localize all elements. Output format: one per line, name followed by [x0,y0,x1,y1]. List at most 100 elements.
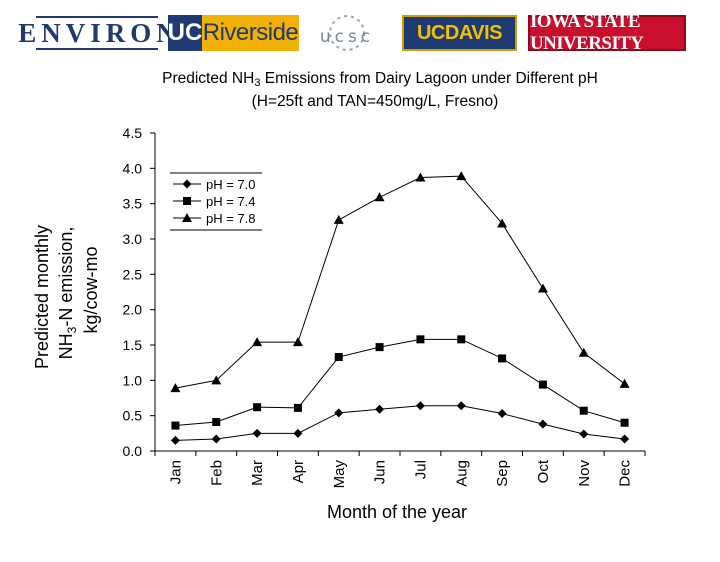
x-tick-label: Feb [208,460,225,486]
data-point [537,283,548,293]
data-point [211,434,221,444]
series-2 [171,335,629,430]
data-point [252,428,262,438]
ucsc-logo-text: ucsc [319,27,375,47]
y-axis-label-line-2: NH3-N emission, [56,227,79,360]
chart-title: Predicted NH3 Emissions from Dairy Lagoo… [162,70,598,89]
x-tick-label: Oct [535,459,552,483]
data-point [211,375,222,385]
y-tick-label: 2.0 [123,302,143,318]
data-point [579,429,589,439]
y-axis-label-text-1: Predicted monthly [32,225,52,369]
x-tick-label-group: Sep [494,460,511,487]
data-point [497,409,507,419]
legend-item: pH = 7.4 [173,194,256,209]
uc-riverside-logo: UC Riverside [168,15,299,51]
y-axis-label-text-3: kg/cow-mo [81,246,101,333]
data-point [253,403,262,412]
data-point [252,337,263,347]
data-point [457,335,466,344]
x-axis-label: Month of the year [327,502,467,522]
data-point [579,406,588,415]
series-line [175,405,625,441]
data-point [497,218,508,228]
y-tick-label: 4.0 [123,160,143,176]
x-tick-label: Mar [249,460,266,486]
data-point [333,214,344,224]
legend-marker [182,213,192,222]
logo-strip: ENVIRON UC Riverside ucsc UCDAVIS IOWA S… [0,10,720,56]
x-tick-label: May [331,460,348,489]
x-tick-label: Sep [494,460,511,487]
data-point [334,353,343,362]
plot-area: 0.0 0.5 1.0 1.5 2.0 2.5 3.0 3.5 4.0 4.5 Jan Feb Mar A… [123,125,646,489]
data-point [415,401,425,411]
uc-riverside-logo-name: Riverside [202,15,299,51]
data-point [334,408,344,418]
data-point [292,337,303,347]
iowa-state-logo: IOWA STATE UNIVERSITY [528,11,686,54]
y-tick-label: 1.0 [123,372,143,388]
y-axis-label-line-1: Predicted monthly [32,225,52,369]
data-point [170,383,181,393]
data-point [498,354,507,363]
y-tick-label: 1.5 [123,337,143,353]
data-point [171,421,180,430]
x-tick-label-group: Jan [167,460,184,484]
data-point [374,192,385,202]
chart-subtitle: (H=25ft and TAN=450mg/L, Fresno) [252,93,499,110]
legend-label: pH = 7.4 [206,194,256,209]
y-tick-label: 4.5 [123,125,143,141]
y-tick-label: 3.0 [123,231,143,247]
series-line [175,175,625,389]
legend-label: pH = 7.0 [206,177,256,192]
x-tick-label-group: Jul [412,460,429,479]
data-point [619,378,630,388]
x-tick-label: Jul [412,460,429,479]
y-tick-label: 0.0 [123,443,143,459]
x-tick-label-group: Jun [372,460,389,484]
chart-title-prefix: Predicted NH [162,70,254,87]
y-tick-label: 2.5 [123,266,143,282]
x-tick-label-group: Apr [290,460,307,483]
data-point [456,171,467,181]
uc-riverside-logo-uc: UC [168,15,202,51]
data-point [375,343,384,352]
x-tick-label-group: Oct [535,459,552,483]
data-point [416,335,425,344]
y-tick-label: 0.5 [123,408,143,424]
x-tick-label-group: Nov [576,460,593,487]
environ-logo: ENVIRON [18,16,176,50]
ucsc-logo-arc [329,15,365,51]
y-axis-label-text-2: NH3-N emission, [56,227,79,360]
legend-marker [183,197,191,205]
x-tick-label-group: Dec [617,460,634,487]
x-tick-label-group: May [331,460,348,489]
x-tick-label: Jun [372,460,389,484]
chart-title-suffix: Emissions from Dairy Lagoon under Differ… [260,70,597,87]
legend: pH = 7.0 pH = 7.4 pH = 7.8 [170,172,262,231]
y-axis-label-line-3: kg/cow-mo [81,246,101,333]
x-tick-label: Dec [617,460,634,487]
series-line [175,338,625,427]
x-tick-label-group: Feb [208,460,225,486]
data-point [538,419,548,429]
data-point [293,403,302,412]
data-point [375,404,385,414]
data-point [620,418,629,427]
uc-davis-logo: UCDAVIS [402,15,517,51]
series-1 [170,401,630,445]
y-tick-label: 3.5 [123,196,143,212]
legend-item: pH = 7.8 [173,211,256,226]
data-point [456,401,466,411]
data-point [620,434,630,444]
series-3 [170,171,630,393]
legend-marker [182,179,192,189]
y-axis-label-sub: 3 [65,326,79,333]
x-tick-label: Aug [453,460,470,487]
legend-label: pH = 7.8 [206,211,256,226]
x-tick-label: Nov [576,460,593,487]
x-tick-label-group: Aug [453,460,470,487]
x-tick-label: Jan [167,460,184,484]
